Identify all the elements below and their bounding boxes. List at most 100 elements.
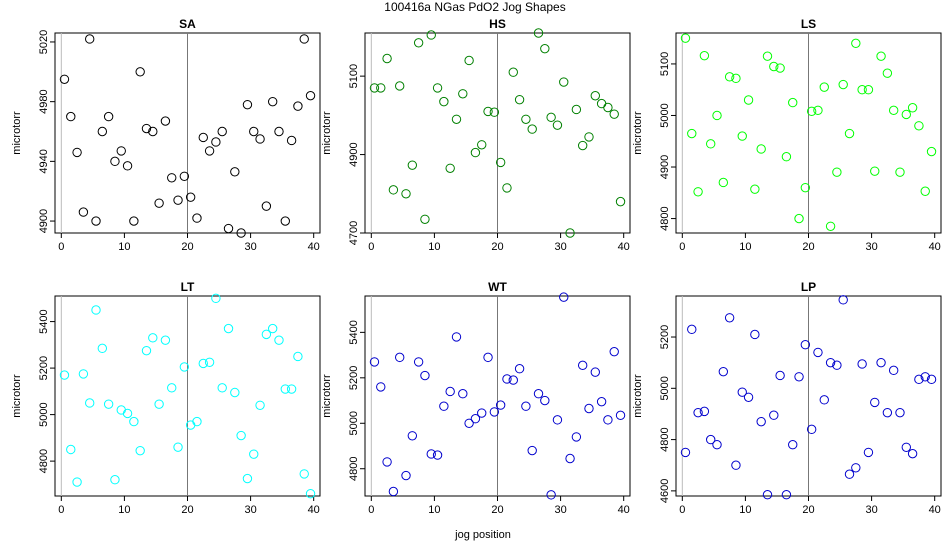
data-point [407, 160, 418, 170]
data-point [122, 161, 133, 171]
data-point [401, 470, 411, 481]
data-point [286, 384, 297, 394]
panel-title: LT [181, 280, 195, 294]
data-point [596, 396, 607, 407]
data-point [514, 94, 525, 105]
y-tick-label: 5200 [348, 366, 360, 390]
data-point [527, 124, 537, 134]
panel-title: HS [489, 17, 506, 31]
data-point [420, 214, 430, 224]
data-point [882, 68, 893, 78]
y-tick-label: 4940 [38, 149, 50, 173]
panel-lp: LP 0 10 20 30 40 4600 4800 5000 5200 microtorr [632, 280, 942, 516]
x-tick-label: 30 [244, 241, 256, 253]
x-tick-label: 30 [865, 504, 877, 516]
data-point [445, 386, 455, 397]
y-tick-label: 4900 [348, 142, 360, 166]
y-axis-label: microtorr [321, 111, 333, 155]
panel-hs: HS 0 10 20 30 40 4700 4900 5100 microtorr [321, 17, 631, 253]
y-tick-label: 4980 [38, 89, 50, 113]
data-point [160, 116, 171, 126]
panel-title: LP [801, 280, 816, 294]
data-point [926, 146, 937, 157]
data-point [603, 102, 613, 113]
y-axis-label: microtorr [11, 111, 23, 155]
data-point [267, 323, 278, 334]
data-point [280, 384, 290, 394]
x-tick-label: 10 [739, 241, 751, 253]
data-point [857, 85, 867, 95]
data-point [66, 111, 76, 122]
data-point [223, 223, 234, 234]
data-point [806, 106, 817, 117]
data-point [514, 364, 525, 374]
x-tick-label: 30 [554, 504, 566, 516]
data-point [552, 120, 563, 130]
panel-title: LS [801, 17, 816, 31]
data-point [800, 340, 811, 350]
data-point [458, 89, 468, 99]
data-point [286, 135, 297, 146]
data-point [565, 228, 575, 238]
data-point [97, 126, 108, 137]
data-point [72, 477, 82, 487]
data-point [407, 431, 418, 441]
data-point [160, 335, 171, 345]
data-point [743, 392, 754, 402]
data-point [135, 67, 145, 77]
data-point [914, 121, 924, 131]
data-point [888, 105, 899, 116]
x-tick-label: 40 [308, 504, 320, 516]
data-point [483, 352, 493, 363]
data-point [382, 53, 392, 64]
data-point [148, 333, 158, 343]
data-point [489, 107, 500, 117]
data-point [590, 367, 600, 377]
data-point [141, 345, 152, 356]
data-point [559, 292, 569, 302]
data-point [470, 147, 481, 158]
data-point [91, 305, 101, 315]
y-axis-label: microtorr [11, 374, 23, 418]
data-point [712, 440, 722, 450]
y-tick-label: 4600 [659, 479, 671, 503]
x-tick-label: 10 [118, 241, 130, 253]
data-point [609, 346, 619, 357]
data-point [559, 77, 569, 87]
data-point [420, 370, 430, 381]
y-tick-label: 5200 [659, 325, 671, 349]
data-point [680, 33, 691, 43]
data-point [508, 67, 518, 77]
data-point [242, 473, 253, 484]
data-point [851, 38, 861, 49]
x-tick-label: 40 [308, 241, 320, 253]
data-point [832, 167, 842, 177]
data-point [426, 449, 436, 459]
data-point [615, 196, 626, 207]
data-point [687, 128, 697, 139]
data-point [97, 343, 108, 354]
data-point [236, 430, 246, 441]
data-point [59, 74, 70, 84]
data-point [615, 410, 626, 421]
data-point [72, 147, 82, 158]
y-tick-label: 5200 [38, 356, 50, 380]
x-tick-label: 40 [618, 241, 630, 253]
data-point [596, 98, 607, 109]
data-point [464, 418, 474, 428]
data-point [388, 185, 399, 195]
data-point [401, 189, 411, 199]
y-tick-label: 5100 [348, 64, 360, 88]
data-point [261, 329, 272, 340]
data-point [217, 383, 227, 393]
data-point [249, 449, 259, 459]
x-tick-label: 0 [58, 504, 64, 516]
data-point [699, 50, 710, 61]
data-point [540, 395, 550, 406]
data-point [439, 401, 449, 411]
panel-lt: LT 0 10 20 30 40 4800 5000 5200 5400 microtorr [11, 280, 321, 516]
data-point [882, 407, 893, 418]
data-point [293, 351, 303, 362]
data-point [495, 157, 506, 168]
y-tick-label: 5000 [38, 402, 50, 426]
